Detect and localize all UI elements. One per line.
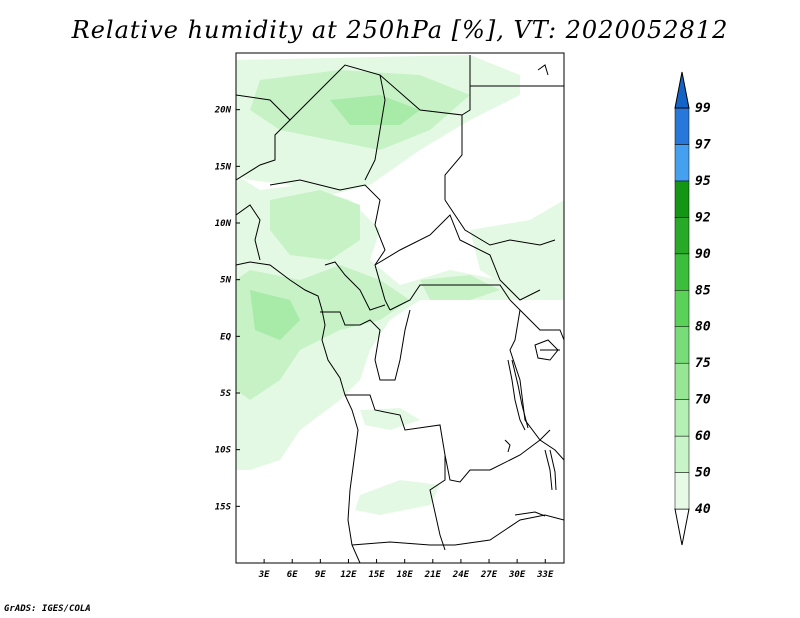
lat-tick-label: 10S [215, 446, 232, 456]
border-car [374, 214, 541, 301]
border-congo-drc [389, 284, 511, 311]
border-niger-chad [379, 74, 463, 200]
latitude-axis: 20N 15N 10N 5N EQ 5S 10S 15S [214, 106, 240, 512]
humidity-area-east [470, 200, 564, 295]
border-cameroon [324, 261, 386, 311]
political-boundaries [236, 55, 564, 563]
lat-tick-label: 10N [215, 219, 232, 229]
lat-tick-label: 15N [215, 162, 232, 172]
colorbar-segment [674, 362, 690, 400]
border-angola-zambia [429, 455, 446, 551]
border-burkina [236, 119, 291, 181]
colorbar-label: 40 [695, 502, 711, 517]
humidity-area-angola [360, 408, 420, 430]
lon-tick-label: 27E [480, 570, 498, 580]
border-zambia-south [454, 514, 564, 546]
humidity-core-center [270, 190, 360, 260]
colorbar-segment [674, 290, 690, 327]
lat-tick-label: 5S [220, 389, 231, 399]
lake-malawi [544, 449, 557, 491]
coastline [236, 261, 361, 563]
lon-tick-label: 18E [397, 570, 414, 580]
colorbar-segment [674, 435, 690, 473]
colorbar-label: 95 [695, 174, 711, 189]
colorbar-label: 50 [695, 466, 711, 481]
lon-tick-label: 12E [340, 570, 357, 580]
lat-tick-label: 20N [214, 106, 232, 116]
colorbar-segment [674, 144, 690, 182]
colorbar-segment [674, 217, 690, 255]
border-east [509, 299, 564, 461]
lon-tick-label: 6E [287, 570, 298, 580]
map-frame [235, 52, 565, 564]
lake-tanganyika [507, 359, 529, 431]
colorbar-label: 75 [695, 356, 711, 371]
lon-tick-label: 3E [258, 570, 270, 580]
colorbar-segment [674, 253, 690, 291]
colorbar-label: 92 [695, 210, 711, 225]
lake-kariba [514, 511, 546, 517]
lon-tick-label: 15E [368, 570, 385, 580]
colorbar-segment [674, 472, 690, 510]
colorbar-label: 90 [695, 247, 711, 262]
humidity-shading [236, 55, 564, 515]
humidity-core-east [420, 275, 500, 300]
colorbar-segment [674, 107, 690, 145]
border-gabon [320, 309, 411, 381]
lat-tick-label: 5N [220, 276, 231, 286]
lon-tick-label: 24E [452, 570, 470, 580]
colorbar-label: 97 [695, 137, 711, 152]
border-namibia [351, 541, 455, 546]
colorbar-segment [674, 399, 690, 437]
colorbar-label: 70 [695, 393, 711, 408]
border-zambia-drc [489, 429, 551, 471]
humidity-peak-north [330, 95, 420, 125]
lake-victoria [534, 339, 559, 361]
lon-tick-label: 30E [508, 570, 526, 580]
colorbar-label: 85 [695, 283, 711, 298]
colorbar-segment [674, 326, 690, 364]
border-chad-sudan [461, 55, 471, 116]
grads-credit: GrADS: IGES/COLA [4, 604, 91, 614]
border-drc-angola [345, 394, 490, 483]
colorbar-lower-triangle [674, 508, 690, 546]
lon-tick-label: 33E [536, 570, 554, 580]
humidity-area-south [355, 480, 440, 515]
lon-tick-label: 21E [424, 570, 442, 580]
colorbar-label: 60 [695, 429, 711, 444]
border-sudan-south [444, 199, 556, 246]
colorbar-upper-triangle [674, 71, 690, 109]
border-uganda [519, 309, 564, 341]
humidity-peak-west [250, 290, 300, 340]
colorbar-segment [674, 180, 690, 218]
river-nile-delta [537, 64, 549, 76]
border-mali-niger [236, 64, 386, 181]
lat-tick-label: 15S [215, 502, 232, 512]
colorbar-label: 80 [695, 320, 711, 335]
lat-tick-label: EQ [220, 332, 231, 342]
colorbar-label: 99 [695, 101, 711, 116]
colorbar: 40 50 60 70 75 80 85 90 92 95 97 99 [674, 71, 711, 546]
lon-tick-label: 9E [315, 570, 326, 580]
longitude-axis: 3E 6E 9E 12E 15E 18E 21E 24E 27E 30E 33E [258, 559, 554, 580]
map-title: Relative humidity at 250hPa [%], VT: 202… [71, 16, 729, 44]
border-westcoast [236, 204, 261, 261]
border-nigeria [269, 179, 391, 311]
lake-mweru [504, 439, 511, 453]
